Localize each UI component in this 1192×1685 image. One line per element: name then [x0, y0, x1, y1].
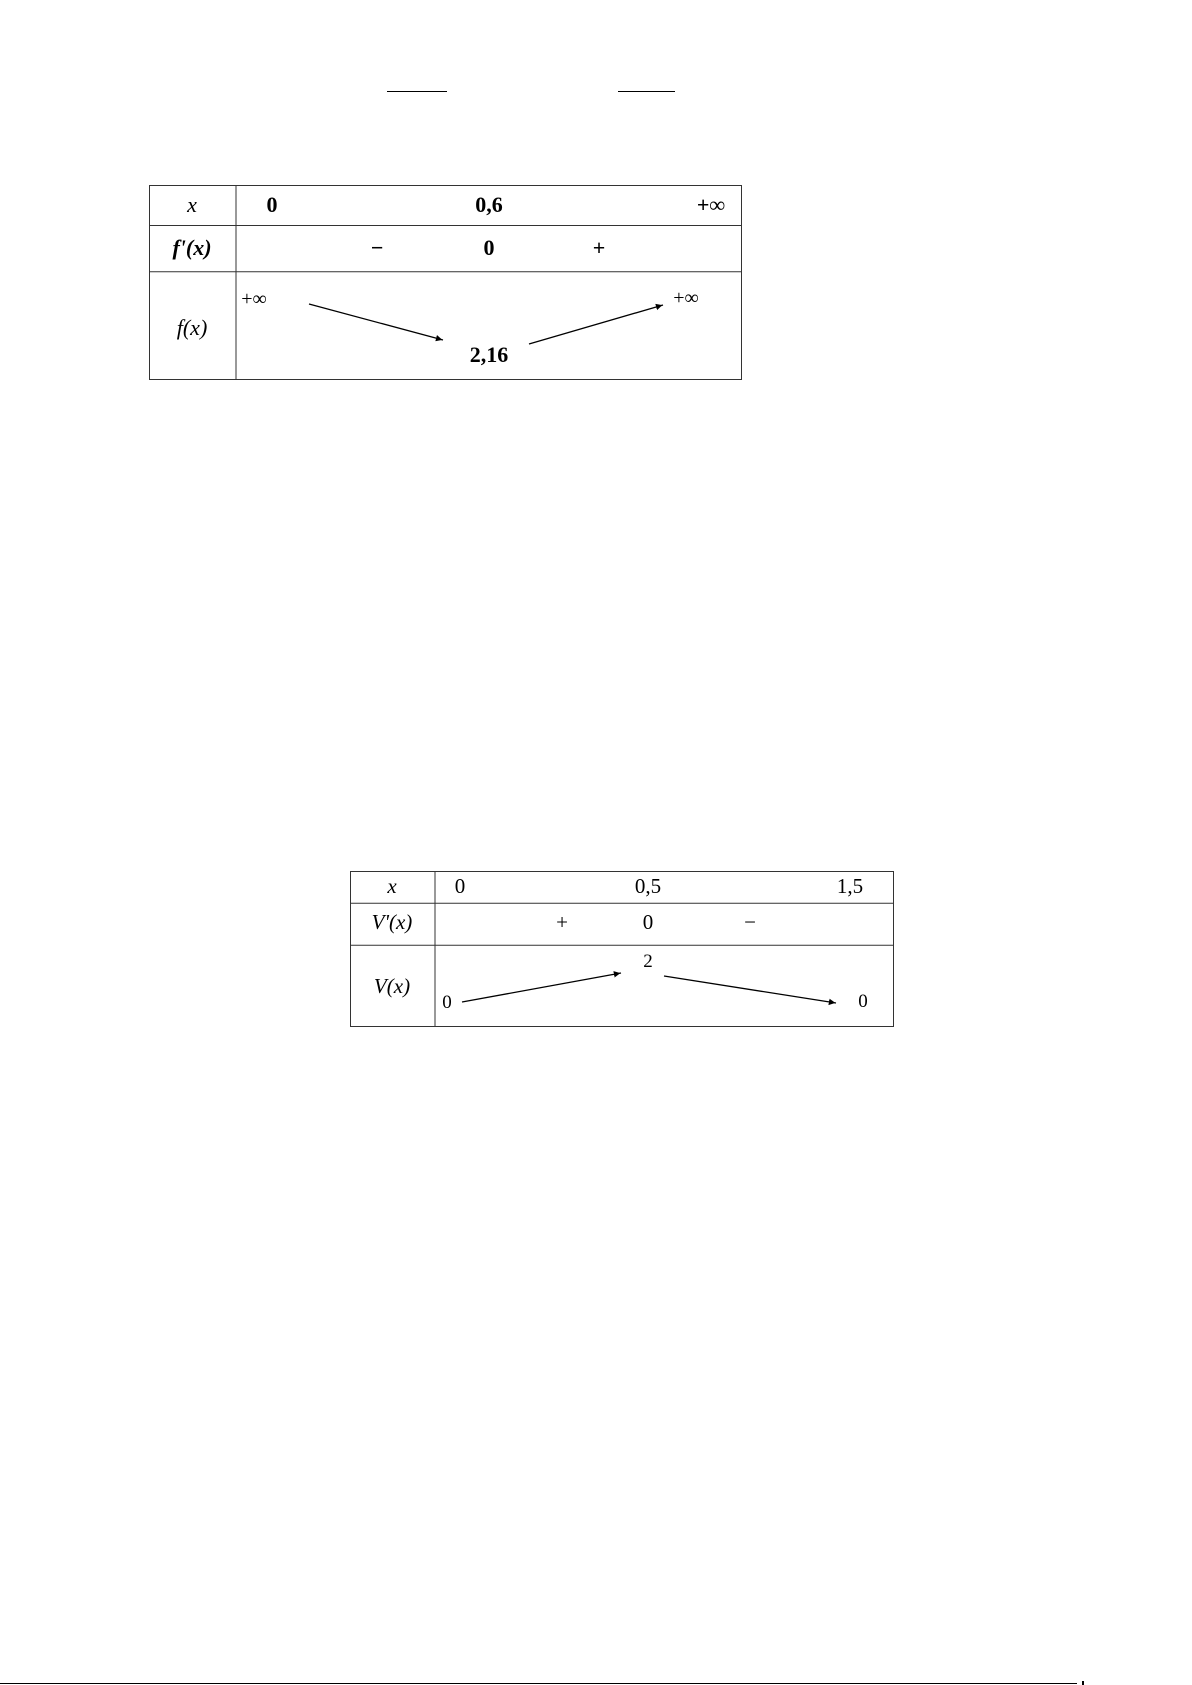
svg-text:V'(x): V'(x) — [372, 910, 413, 934]
svg-text:f'(x): f'(x) — [172, 235, 211, 260]
svg-text:1,5: 1,5 — [837, 874, 863, 898]
svg-text:0: 0 — [643, 910, 654, 934]
svg-text:2: 2 — [643, 951, 653, 972]
svg-text:+: + — [593, 235, 606, 260]
svg-text:0: 0 — [442, 992, 452, 1013]
svg-text:+∞: +∞ — [697, 192, 726, 217]
svg-text:0: 0 — [858, 991, 868, 1012]
svg-text:x: x — [386, 874, 397, 898]
svg-text:0,5: 0,5 — [635, 874, 661, 898]
svg-text:0: 0 — [484, 235, 495, 260]
svg-text:0,6: 0,6 — [475, 192, 503, 217]
svg-text:x: x — [186, 192, 197, 217]
svg-text:2,16: 2,16 — [470, 342, 509, 367]
svg-text:+: + — [556, 910, 568, 934]
svg-text:f(x): f(x) — [177, 315, 208, 340]
svg-text:+∞: +∞ — [673, 287, 699, 309]
svg-text:0: 0 — [267, 192, 278, 217]
svg-text:0: 0 — [455, 874, 466, 898]
svg-text:−: − — [371, 235, 384, 260]
svg-text:V(x): V(x) — [374, 974, 410, 998]
svg-text:+∞: +∞ — [241, 288, 267, 310]
svg-text:−: − — [744, 910, 756, 934]
